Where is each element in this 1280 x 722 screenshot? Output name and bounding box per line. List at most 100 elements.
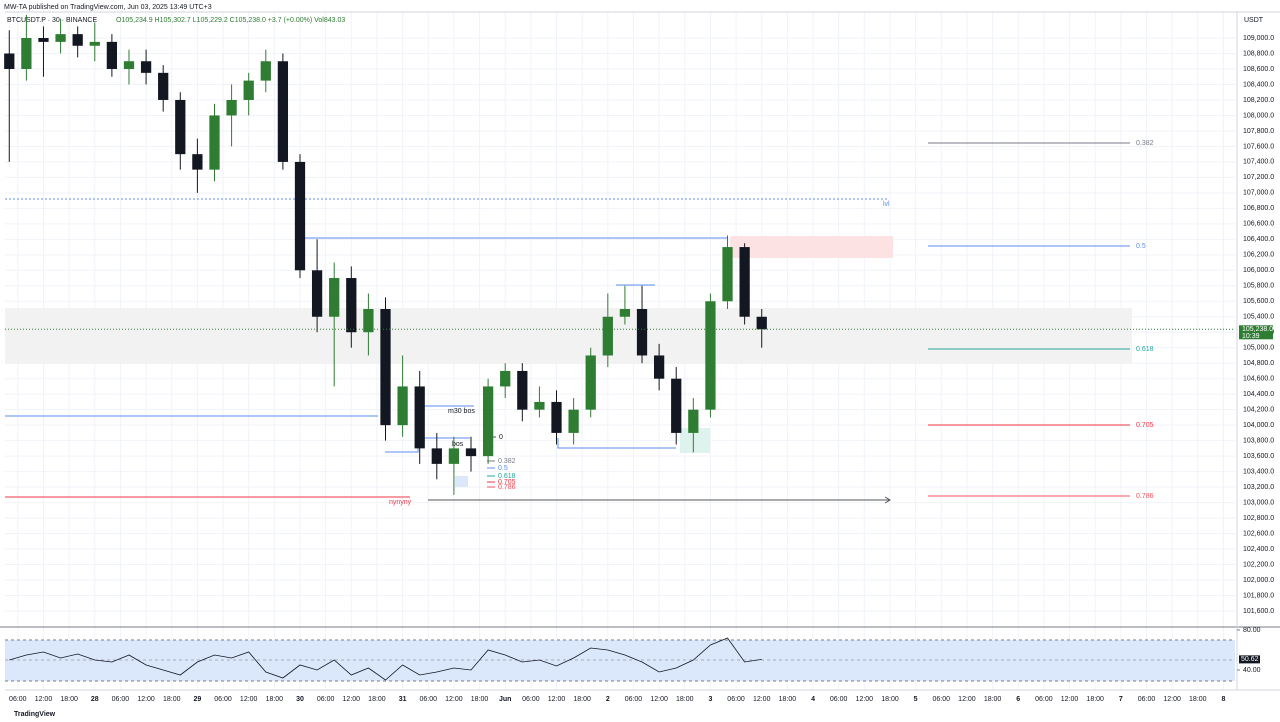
y-tick-label: 105,000.0	[1243, 345, 1274, 352]
countdown: 10:39	[1242, 333, 1260, 340]
x-tick-label: 06:00	[9, 696, 27, 703]
candle-body	[260, 61, 271, 81]
x-tick-label: Jun	[499, 696, 511, 703]
y-tick-label: 106,200.0	[1243, 252, 1274, 259]
candle-body	[21, 38, 32, 69]
candle-body	[636, 309, 648, 356]
price-tag-label: 105,238.0	[1242, 326, 1273, 333]
candle-body	[55, 34, 66, 42]
y-tick-label: 107,600.0	[1243, 143, 1274, 150]
y-tick-label: 108,200.0	[1243, 97, 1274, 104]
rsi-tag	[1239, 655, 1260, 664]
zone	[5, 308, 1132, 364]
fib-label: 0.5	[1136, 243, 1146, 250]
x-tick-label: 18:00	[163, 696, 181, 703]
y-tick-label: 101,800.0	[1243, 592, 1274, 599]
y-tick-label: 102,800.0	[1243, 515, 1274, 522]
x-tick-label: 06:00	[112, 696, 130, 703]
currency: USDT	[1244, 17, 1264, 24]
x-tick-label: 18:00	[676, 696, 694, 703]
x-tick-label: 12:00	[343, 696, 361, 703]
x-tick-label: 06:00	[317, 696, 335, 703]
x-tick-label: 12:00	[856, 696, 874, 703]
x-tick-label: 8	[1222, 696, 1226, 703]
candle-body	[465, 448, 477, 457]
x-tick-label: 18:00	[1086, 696, 1104, 703]
y-tick-label: 106,400.0	[1243, 236, 1274, 243]
candle-body	[756, 316, 767, 330]
candle-body	[414, 386, 425, 449]
y-tick-label: 105,400.0	[1243, 314, 1274, 321]
y-tick-label: 107,800.0	[1243, 128, 1274, 135]
candle-body	[175, 99, 186, 155]
x-tick-label: 12:00	[1061, 696, 1079, 703]
arrow-head	[884, 496, 891, 504]
candle-body	[72, 34, 83, 46]
y-tick-label: 108,800.0	[1243, 50, 1274, 57]
annotation: lvl	[883, 201, 890, 208]
y-tick-label: 104,200.0	[1243, 407, 1274, 414]
candle-body	[38, 38, 49, 42]
candle-body	[739, 247, 750, 317]
x-tick-label: 4	[811, 696, 815, 703]
candle-body	[431, 448, 442, 464]
x-tick-label: 12:00	[548, 696, 566, 703]
fib-label: 0.618	[1136, 346, 1154, 353]
candle-body	[209, 115, 220, 170]
x-tick-label: 12:00	[445, 696, 463, 703]
x-tick-label: 18:00	[984, 696, 1002, 703]
rsi-line	[9, 637, 762, 681]
x-tick-label: 3	[708, 696, 712, 703]
x-tick-label: 06:00	[522, 696, 540, 703]
candle-body	[123, 61, 135, 69]
y-tick-label: 103,800.0	[1243, 437, 1274, 444]
y-tick-label: 106,800.0	[1243, 205, 1274, 212]
bos-line	[557, 438, 676, 449]
candle-body	[346, 278, 357, 333]
x-tick-label: 28	[91, 696, 99, 703]
supply-box	[730, 236, 893, 258]
fib-label: 0.382	[1136, 140, 1154, 147]
x-tick-label: 7	[1119, 696, 1123, 703]
y-tick-label: 108,400.0	[1243, 81, 1274, 88]
x-tick-label: 5	[914, 696, 918, 703]
candle-body	[192, 154, 203, 170]
x-tick-label: 06:00	[419, 696, 437, 703]
candle-body	[653, 355, 665, 379]
x-tick-label: 18:00	[881, 696, 899, 703]
candle-body	[671, 378, 682, 433]
y-tick-label: 102,600.0	[1243, 530, 1274, 537]
y-tick-label: 103,400.0	[1243, 468, 1274, 475]
candle-body	[602, 316, 613, 356]
candle-body	[311, 270, 323, 317]
candle-body	[380, 309, 391, 426]
candle-body	[722, 247, 733, 302]
brand: TradingView	[14, 711, 56, 718]
y-tick-label: 106,600.0	[1243, 221, 1274, 228]
fib-label: 0.786	[498, 484, 516, 491]
y-tick-label: 104,800.0	[1243, 360, 1274, 367]
price-tag	[1239, 325, 1273, 340]
symbol: BTCUSDT.P · 30 · BINANCE	[7, 17, 97, 24]
x-tick-label: 18:00	[266, 696, 284, 703]
x-tick-label: 12:00	[650, 696, 668, 703]
candle-body	[619, 309, 631, 317]
x-tick-label: 18:00	[60, 696, 78, 703]
y-tick-label: 107,200.0	[1243, 174, 1274, 181]
candle-body	[551, 401, 562, 433]
fib-label: 0.618	[498, 473, 516, 480]
y-tick-label: 104,000.0	[1243, 422, 1274, 429]
x-tick-label: 06:00	[727, 696, 745, 703]
rsi-tick-label: 80.00	[1243, 627, 1261, 634]
x-tick-label: 18:00	[368, 696, 386, 703]
candle-body	[277, 61, 289, 162]
x-tick-label: 06:00	[1035, 696, 1053, 703]
x-tick-label: 06:00	[214, 696, 232, 703]
x-tick-label: 12:00	[137, 696, 155, 703]
candle-body	[294, 161, 306, 271]
rsi-tag-label: 50.62	[1241, 656, 1259, 663]
y-tick-label: 102,400.0	[1243, 546, 1274, 553]
candle-body	[329, 278, 340, 317]
